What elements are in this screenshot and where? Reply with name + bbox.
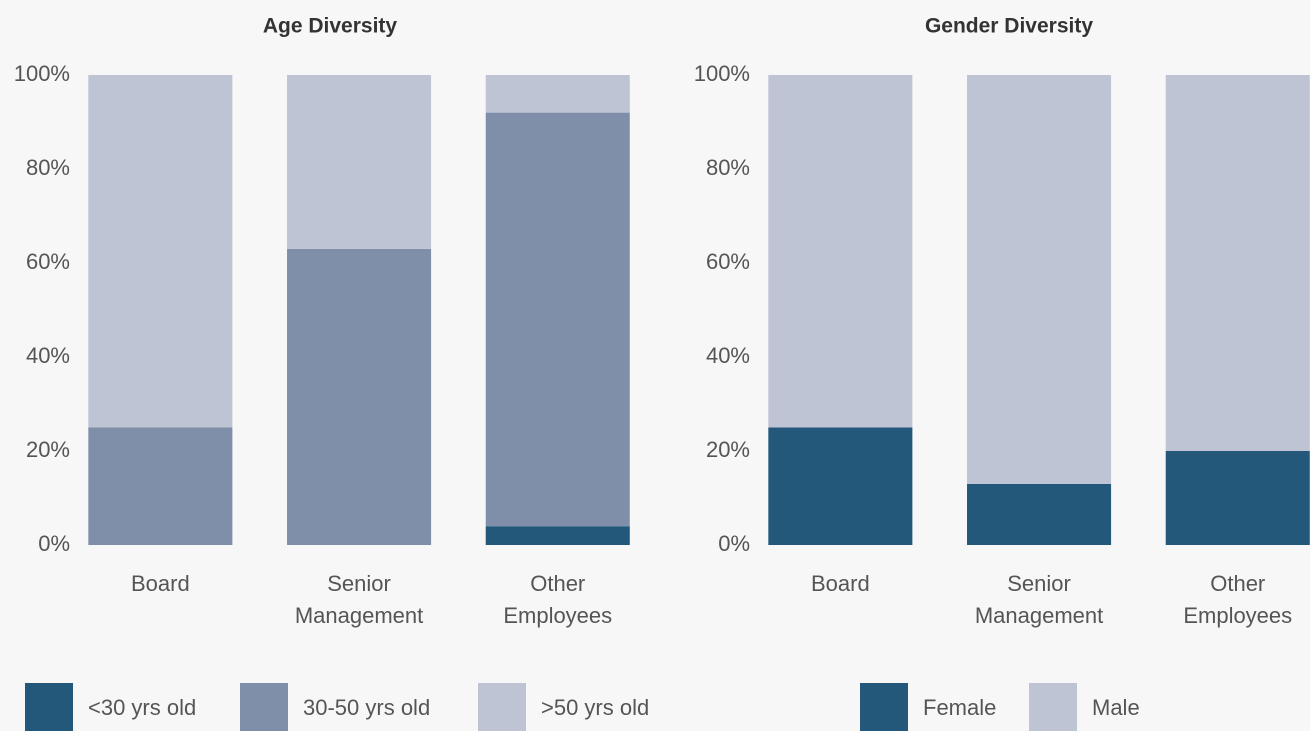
- chart-title: Age Diversity: [263, 15, 398, 38]
- y-tick-label: 20%: [706, 437, 750, 462]
- y-tick-label: 80%: [706, 155, 750, 180]
- x-tick-label: Board: [131, 571, 190, 596]
- y-tick-label: 60%: [26, 249, 70, 274]
- bar-segment: [88, 427, 233, 545]
- y-tick-label: 100%: [694, 61, 750, 86]
- legend-swatch: [1029, 683, 1077, 731]
- bar-segment: [485, 112, 630, 527]
- chart: Gender Diversity 0% 20% 40% 60% 80% 100% Board S…: [694, 15, 1310, 731]
- bar-segment: [485, 75, 630, 113]
- x-tick-label: Other Employees: [1183, 571, 1292, 628]
- legend-label: Female: [923, 695, 996, 720]
- bar-segment: [967, 483, 1112, 545]
- bar-segment: [88, 75, 233, 428]
- bar-segment: [768, 427, 913, 545]
- y-tick-label: 100%: [14, 61, 70, 86]
- legend-label: <30 yrs old: [88, 695, 196, 720]
- bar-segment: [1165, 75, 1310, 451]
- bar-segment: [287, 248, 432, 545]
- x-tick-label: Senior Management: [295, 571, 423, 628]
- bar-segment: [485, 526, 630, 545]
- bar-segment: [1165, 451, 1310, 545]
- x-tick-label: Other Employees: [503, 571, 612, 628]
- y-tick-label: 0%: [38, 531, 70, 556]
- y-tick-label: 20%: [26, 437, 70, 462]
- legend-swatch: [478, 683, 526, 731]
- bar-segment: [287, 75, 432, 249]
- legend-label: Male: [1092, 695, 1140, 720]
- y-tick-label: 80%: [26, 155, 70, 180]
- legend-swatch: [25, 683, 73, 731]
- legend-label: 30-50 yrs old: [303, 695, 430, 720]
- chart: Age Diversity 0% 20% 40% 60% 80% 100% Board Seni…: [14, 15, 649, 731]
- legend-swatch: [240, 683, 288, 731]
- y-tick-label: 60%: [706, 249, 750, 274]
- y-tick-label: 40%: [26, 343, 70, 368]
- legend-label: >50 yrs old: [541, 695, 649, 720]
- bar-segment: [768, 75, 913, 428]
- x-tick-label: Board: [811, 571, 870, 596]
- chart-title: Gender Diversity: [925, 15, 1093, 38]
- y-tick-label: 40%: [706, 343, 750, 368]
- x-tick-label: Senior Management: [975, 571, 1103, 628]
- bar-segment: [967, 75, 1112, 484]
- legend-swatch: [860, 683, 908, 731]
- y-tick-label: 0%: [718, 531, 750, 556]
